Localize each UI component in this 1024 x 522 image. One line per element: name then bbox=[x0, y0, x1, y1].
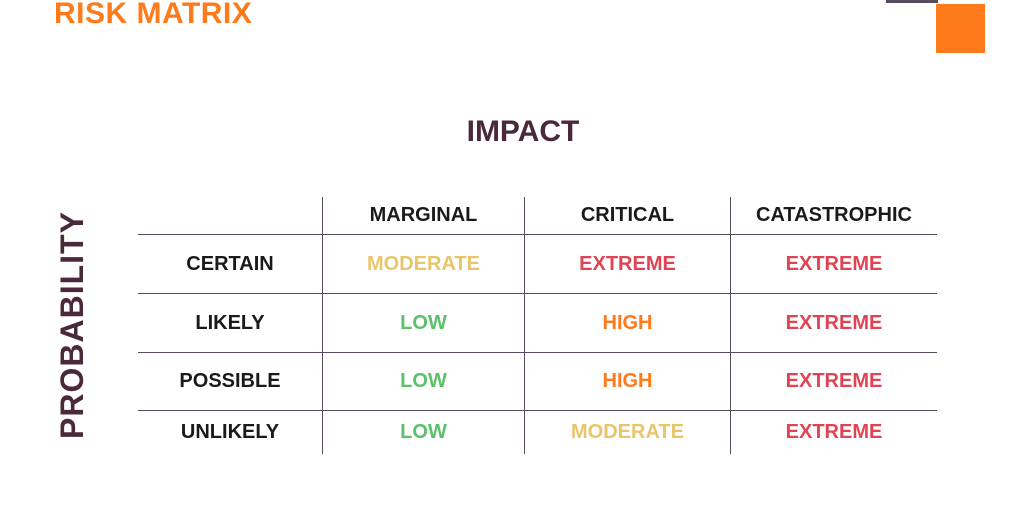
column-header-marginal: MARGINAL bbox=[369, 204, 478, 226]
column-header-critical: CRITICAL bbox=[580, 204, 675, 226]
page-title: RISK MATRIX bbox=[54, 0, 253, 30]
row-divider bbox=[138, 410, 937, 411]
risk-cell: MODERATE bbox=[367, 252, 480, 275]
row-label-certain: CERTAIN bbox=[186, 252, 274, 275]
column-divider bbox=[524, 197, 525, 454]
risk-cell: HIGH bbox=[602, 311, 653, 334]
risk-cell: LOW bbox=[400, 311, 447, 334]
risk-cell: EXTREME bbox=[785, 311, 883, 334]
probability-axis-title: PROBABILITY bbox=[54, 211, 90, 439]
impact-axis-title: IMPACT bbox=[466, 115, 580, 148]
row-label-unlikely: UNLIKELY bbox=[180, 421, 280, 443]
risk-cell: EXTREME bbox=[785, 421, 883, 443]
risk-cell: HIGH bbox=[602, 370, 653, 392]
risk-cell: EXTREME bbox=[579, 252, 676, 275]
column-header-catastrophic: CATASTROPHIC bbox=[756, 204, 912, 226]
risk-matrix: MARGINAL CRITICAL CATASTROPHIC CERTAIN M… bbox=[138, 197, 937, 454]
column-divider bbox=[322, 197, 323, 454]
row-divider bbox=[138, 293, 937, 294]
row-label-likely: LIKELY bbox=[195, 311, 265, 334]
risk-cell: LOW bbox=[400, 421, 447, 443]
row-label-possible: POSSIBLE bbox=[179, 370, 281, 392]
risk-cell: EXTREME bbox=[785, 370, 883, 392]
risk-cell: LOW bbox=[400, 370, 447, 392]
risk-cell: EXTREME bbox=[785, 252, 883, 275]
row-divider bbox=[138, 234, 937, 235]
decorative-square bbox=[936, 4, 985, 53]
decorative-line bbox=[886, 0, 938, 3]
column-divider bbox=[730, 197, 731, 454]
row-divider bbox=[138, 352, 937, 353]
risk-cell: MODERATE bbox=[571, 421, 684, 443]
